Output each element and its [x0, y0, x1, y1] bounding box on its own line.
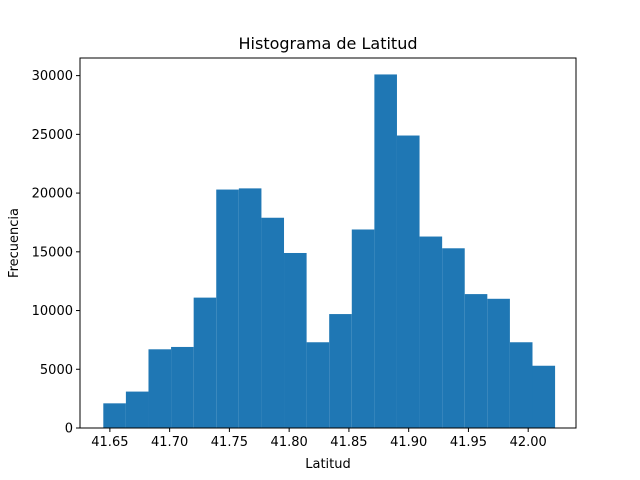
histogram-bar-18 [487, 298, 510, 428]
histogram-bar-7 [238, 188, 262, 428]
histogram-bar-9 [284, 252, 307, 428]
x-tick-label: 41.85 [330, 435, 367, 450]
x-tick-label: 41.70 [151, 435, 188, 450]
x-axis-ticks: 41.65 41.70 41.75 41.80 41.85 41.90 41.95 42.00 [91, 428, 547, 450]
x-tick-label: 41.90 [390, 435, 427, 450]
histogram-bar-3 [148, 349, 172, 428]
y-tick-label: 30000 [32, 69, 73, 84]
x-tick-label: 41.80 [271, 435, 308, 450]
histogram-bar-15 [419, 236, 443, 428]
x-tick-label: 41.95 [450, 435, 487, 450]
histogram-bar-10 [306, 342, 330, 428]
y-tick-label: 20000 [32, 187, 73, 202]
histogram-bar-2 [125, 391, 149, 428]
y-tick-label: 10000 [32, 304, 73, 319]
histogram-bar-19 [509, 342, 533, 428]
y-tick-label: 25000 [32, 128, 73, 143]
x-tick-label: 42.00 [510, 435, 547, 450]
x-axis-title: Latitud [305, 457, 351, 472]
histogram-bar-20 [532, 365, 556, 428]
histogram-bar-6 [216, 189, 239, 428]
histogram-bar-12 [351, 229, 375, 428]
y-axis-ticks: 0 5000 10000 15000 20000 25000 30000 [32, 69, 80, 437]
x-tick-label: 41.65 [91, 435, 128, 450]
histogram-bar-8 [261, 217, 285, 428]
x-tick-label: 41.75 [211, 435, 248, 450]
y-tick-label: 0 [65, 422, 73, 437]
plot-frame [79, 57, 577, 429]
histogram-bar-11 [329, 314, 352, 428]
histogram-bar-4 [171, 346, 194, 428]
histogram-bar-16 [442, 248, 465, 428]
y-tick-label: 15000 [32, 245, 73, 260]
chart-title: Histograma de Latitud [239, 34, 418, 53]
histogram-bar-5 [193, 297, 217, 428]
y-axis-title: Frecuencia [7, 208, 22, 278]
histogram-bar-13 [374, 74, 397, 428]
histogram-bar-1 [103, 403, 126, 428]
y-tick-label: 5000 [40, 363, 73, 378]
histogram-bar-17 [464, 294, 488, 428]
histogram-bar-14 [396, 135, 420, 428]
bars-group [103, 74, 556, 428]
